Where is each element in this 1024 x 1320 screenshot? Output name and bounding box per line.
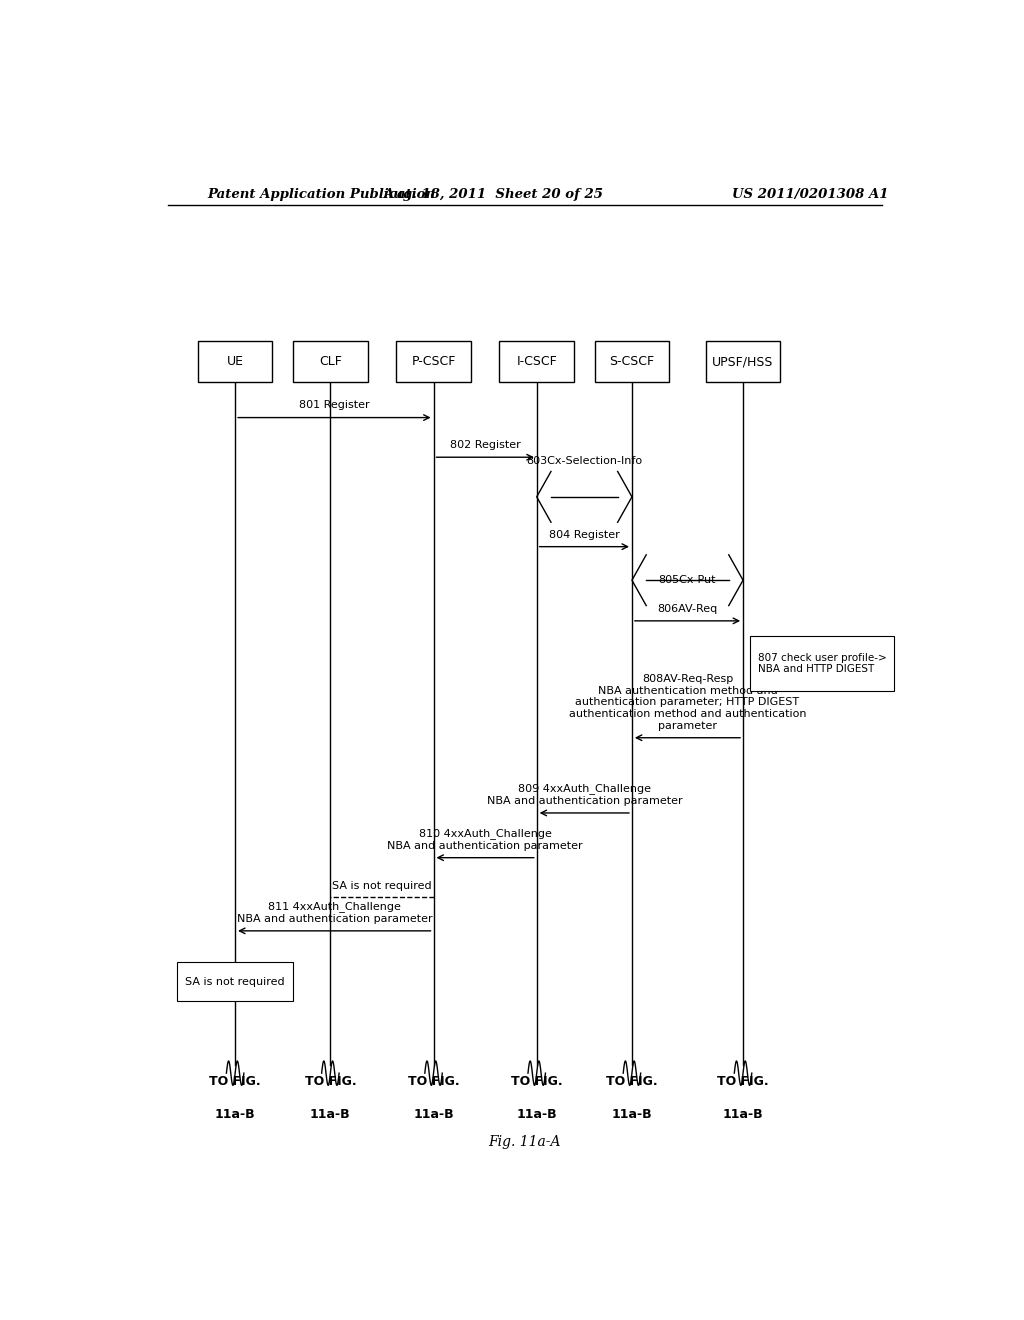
Text: 809 4xxAuth_Challenge
NBA and authentication parameter: 809 4xxAuth_Challenge NBA and authentica… [486,783,682,805]
Text: 811 4xxAuth_Challenge
NBA and authentication parameter: 811 4xxAuth_Challenge NBA and authentica… [237,902,432,924]
Text: TO FIG.: TO FIG. [717,1076,769,1089]
Text: TO FIG.: TO FIG. [408,1076,460,1089]
Text: S-CSCF: S-CSCF [609,355,654,368]
Text: Aug. 18, 2011  Sheet 20 of 25: Aug. 18, 2011 Sheet 20 of 25 [383,189,603,202]
FancyBboxPatch shape [293,342,368,381]
Text: 808AV-Req-Resp
NBA authentication method and
authentication parameter; HTTP DIGE: 808AV-Req-Resp NBA authentication method… [568,675,806,731]
FancyBboxPatch shape [595,342,670,381]
Text: Fig. 11a-A: Fig. 11a-A [488,1135,561,1150]
FancyBboxPatch shape [751,636,894,690]
FancyBboxPatch shape [706,342,780,381]
Text: TO FIG.: TO FIG. [606,1076,657,1089]
Text: 810 4xxAuth_Challenge
NBA and authentication parameter: 810 4xxAuth_Challenge NBA and authentica… [387,828,583,850]
Text: 803Cx-Selection-Info: 803Cx-Selection-Info [526,457,642,466]
Text: I-CSCF: I-CSCF [516,355,557,368]
Text: SA is not required: SA is not required [332,882,432,891]
Text: TO FIG.: TO FIG. [209,1076,261,1089]
Text: 801 Register: 801 Register [299,400,370,411]
Text: UPSF/HSS: UPSF/HSS [713,355,774,368]
Text: 804 Register: 804 Register [549,529,620,540]
Text: 11a-B: 11a-B [310,1107,350,1121]
Text: 11a-B: 11a-B [215,1107,255,1121]
FancyBboxPatch shape [396,342,471,381]
FancyBboxPatch shape [198,342,272,381]
Text: 11a-B: 11a-B [723,1107,763,1121]
FancyBboxPatch shape [500,342,574,381]
Text: 802 Register: 802 Register [450,440,520,450]
Text: TO FIG.: TO FIG. [511,1076,562,1089]
Text: SA is not required: SA is not required [185,977,285,986]
Text: 11a-B: 11a-B [414,1107,454,1121]
Text: 11a-B: 11a-B [611,1107,652,1121]
FancyBboxPatch shape [177,962,293,1001]
Text: US 2011/0201308 A1: US 2011/0201308 A1 [732,189,889,202]
Text: UE: UE [226,355,244,368]
Text: 11a-B: 11a-B [516,1107,557,1121]
Text: 807 check user profile->
NBA and HTTP DIGEST: 807 check user profile-> NBA and HTTP DI… [758,653,887,675]
Text: Patent Application Publication: Patent Application Publication [207,189,435,202]
Text: 806AV-Req: 806AV-Req [657,603,718,614]
Text: CLF: CLF [318,355,342,368]
Text: P-CSCF: P-CSCF [412,355,456,368]
Text: 805Cx-Put: 805Cx-Put [658,576,716,585]
Text: TO FIG.: TO FIG. [304,1076,356,1089]
